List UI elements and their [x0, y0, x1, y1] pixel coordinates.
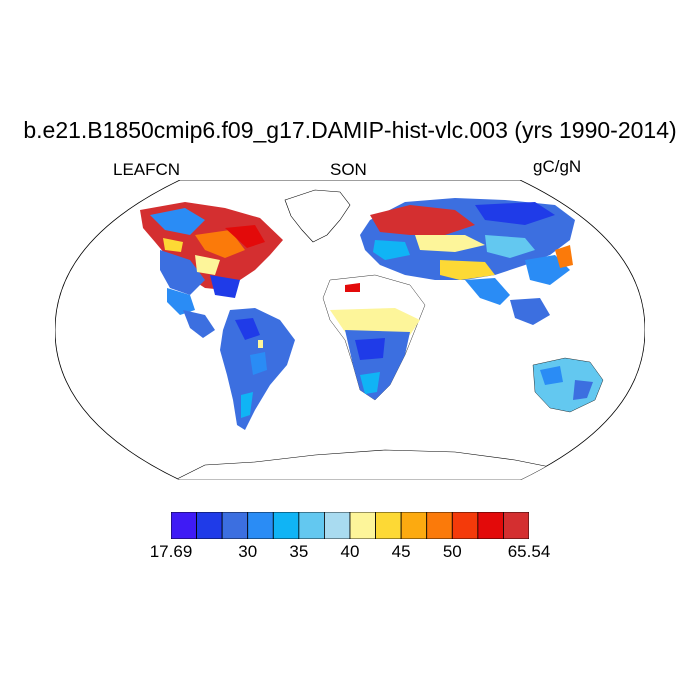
colorbar-swatch — [171, 512, 197, 539]
colorbar-swatch — [451, 512, 479, 539]
variable-label: LEAFCN — [113, 160, 181, 179]
colorbar-swatch — [477, 512, 504, 539]
colorbar-swatch — [196, 512, 223, 539]
eurasia-data — [360, 198, 575, 325]
colorbar-tick-label: 50 — [442, 542, 462, 561]
australia-data — [532, 357, 604, 413]
colorbar-tick-label: 17.69 — [149, 542, 193, 561]
units-label: gC/gN — [533, 157, 582, 176]
colorbar-swatch — [375, 512, 402, 539]
colorbar-swatch — [247, 512, 274, 539]
world-map — [55, 180, 645, 480]
north-america-data — [140, 202, 283, 338]
colorbar-swatch — [272, 512, 300, 539]
colorbar-swatch — [400, 512, 428, 539]
colorbar-tick-label: 65.54 — [507, 542, 551, 561]
colorbar-swatch — [426, 512, 453, 539]
colorbar-tick-label: 45 — [391, 542, 411, 561]
africa-data — [322, 274, 426, 401]
colorbar — [171, 512, 529, 539]
colorbar-tick-label: 30 — [238, 542, 258, 561]
colorbar-swatch — [221, 512, 249, 539]
plot-title: b.e21.B1850cmip6.f09_g17.DAMIP-hist-vlc.… — [23, 117, 677, 143]
colorbar-swatch — [503, 512, 529, 539]
colorbar-swatch — [349, 512, 376, 539]
colorbar-swatch — [298, 512, 325, 539]
colorbar-tick-label: 40 — [340, 542, 360, 561]
season-label: SON — [330, 160, 367, 179]
colorbar-swatch — [324, 512, 351, 539]
greenland-outline — [284, 189, 351, 243]
south-america-data — [220, 308, 295, 430]
colorbar-tick-label: 35 — [289, 542, 309, 561]
